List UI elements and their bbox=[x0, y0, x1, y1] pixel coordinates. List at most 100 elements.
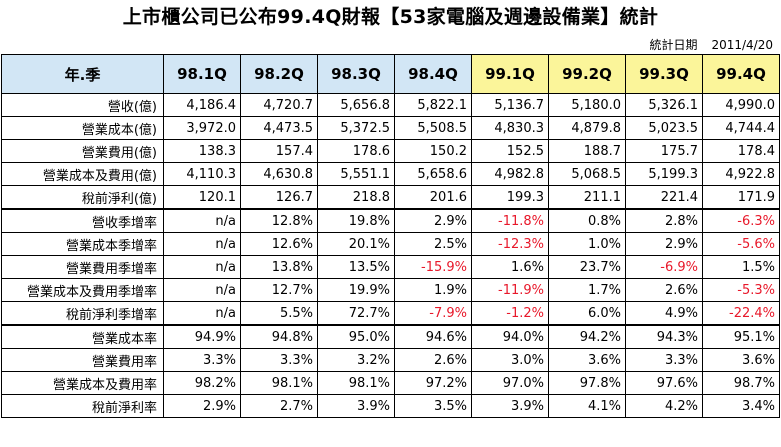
table-row: 營業費用季增率 n/a 13.8% 13.5% -15.9% 1.6% 23.7% -6.9%… bbox=[1, 255, 780, 279]
value-cell: 5,068.5 bbox=[548, 162, 626, 186]
value-cell: 3.9% bbox=[317, 394, 395, 418]
row-label: 營業成本及費用(億) bbox=[1, 162, 164, 186]
value-cell: 5,199.3 bbox=[625, 162, 703, 186]
report-title: 上市櫃公司已公布99.4Q財報【53家電腦及週邊設備業】統計 bbox=[122, 6, 659, 28]
table-row: 營收(億) 4,186.4 4,720.7 5,656.8 5,822.1 5,136.7… bbox=[1, 93, 780, 117]
value-cell: 94.9% bbox=[163, 324, 241, 349]
row-label: 營業成本率 bbox=[1, 324, 164, 349]
value-cell: 4,720.7 bbox=[240, 93, 318, 117]
value-cell: 97.8% bbox=[548, 371, 626, 395]
row-label: 稅前淨利(億) bbox=[1, 185, 164, 210]
header-quarter: 98.3Q bbox=[317, 54, 395, 94]
value-cell: 138.3 bbox=[163, 139, 241, 163]
value-cell: 5,508.5 bbox=[394, 116, 472, 140]
value-cell: -15.9% bbox=[394, 255, 472, 279]
value-cell: 5,372.5 bbox=[317, 116, 395, 140]
value-cell: -6.3% bbox=[702, 208, 780, 233]
value-cell: 5,822.1 bbox=[394, 93, 472, 117]
value-cell: 12.7% bbox=[240, 278, 318, 302]
row-label: 營業費用(億) bbox=[1, 139, 164, 163]
value-cell: 5,136.7 bbox=[471, 93, 549, 117]
value-cell: 3.9% bbox=[471, 394, 549, 418]
value-cell: 4,990.0 bbox=[702, 93, 780, 117]
header-quarter: 99.4Q bbox=[702, 54, 780, 94]
table-row: 稅前淨利率 2.9% 2.7% 3.9% 3.5% 3.9% 4.1% 4.2% 3.4% bbox=[1, 394, 780, 418]
value-cell: 3.3% bbox=[240, 348, 318, 372]
value-cell: 199.3 bbox=[471, 185, 549, 210]
header-row: 年.季 98.1Q 98.2Q 98.3Q 98.4Q 99.1Q 99.2Q … bbox=[1, 54, 780, 94]
row-label: 營業成本及費用季增率 bbox=[1, 278, 164, 302]
header-quarter: 99.3Q bbox=[625, 54, 703, 94]
value-cell: 19.8% bbox=[317, 208, 395, 233]
value-cell: 23.7% bbox=[548, 255, 626, 279]
value-cell: n/a bbox=[163, 278, 241, 302]
row-label: 營業成本及費用率 bbox=[1, 371, 164, 395]
value-cell: 3.3% bbox=[625, 348, 703, 372]
table-row: 稅前淨利季增率 n/a 5.5% 72.7% -7.9% -1.2% 6.0% 4.9% -22… bbox=[1, 301, 780, 326]
value-cell: 1.5% bbox=[702, 255, 780, 279]
value-cell: 20.1% bbox=[317, 232, 395, 256]
value-cell: 72.7% bbox=[317, 301, 395, 326]
value-cell: 98.7% bbox=[702, 371, 780, 395]
value-cell: -22.4% bbox=[702, 301, 780, 326]
value-cell: 4,830.3 bbox=[471, 116, 549, 140]
value-cell: 2.9% bbox=[163, 394, 241, 418]
value-cell: 12.6% bbox=[240, 232, 318, 256]
value-cell: 5,551.1 bbox=[317, 162, 395, 186]
value-cell: 120.1 bbox=[163, 185, 241, 210]
value-cell: 4,186.4 bbox=[163, 93, 241, 117]
value-cell: -6.9% bbox=[625, 255, 703, 279]
stat-date-label: 統計日期 bbox=[649, 38, 698, 52]
value-cell: 5.5% bbox=[240, 301, 318, 326]
value-cell: 4,630.8 bbox=[240, 162, 318, 186]
table-body: 營收(億) 4,186.4 4,720.7 5,656.8 5,822.1 5,136.7… bbox=[1, 93, 780, 418]
table-row: 營業成本季增率 n/a 12.6% 20.1% 2.5% -12.3% 1.0% 2.9% -5… bbox=[1, 232, 780, 256]
value-cell: 5,180.0 bbox=[548, 93, 626, 117]
value-cell: 13.5% bbox=[317, 255, 395, 279]
value-cell: 2.7% bbox=[240, 394, 318, 418]
value-cell: 3.6% bbox=[548, 348, 626, 372]
value-cell: 3.4% bbox=[702, 394, 780, 418]
value-cell: 1.0% bbox=[548, 232, 626, 256]
value-cell: 98.1% bbox=[240, 371, 318, 395]
value-cell: 221.4 bbox=[625, 185, 703, 210]
value-cell: 4,110.3 bbox=[163, 162, 241, 186]
value-cell: 2.6% bbox=[394, 348, 472, 372]
row-label: 營業成本季增率 bbox=[1, 232, 164, 256]
value-cell: 4,744.4 bbox=[702, 116, 780, 140]
value-cell: 171.9 bbox=[702, 185, 780, 210]
value-cell: -1.2% bbox=[471, 301, 549, 326]
value-cell: 95.1% bbox=[702, 324, 780, 349]
value-cell: -7.9% bbox=[394, 301, 472, 326]
value-cell: 4,473.5 bbox=[240, 116, 318, 140]
value-cell: 211.1 bbox=[548, 185, 626, 210]
value-cell: 150.2 bbox=[394, 139, 472, 163]
header-quarter: 99.2Q bbox=[548, 54, 626, 94]
header-quarter: 98.1Q bbox=[163, 54, 241, 94]
stat-date-value: 2011/4/20 bbox=[711, 38, 773, 52]
row-label: 營業費用季增率 bbox=[1, 255, 164, 279]
value-cell: 4.2% bbox=[625, 394, 703, 418]
value-cell: n/a bbox=[163, 301, 241, 326]
value-cell: 5,656.8 bbox=[317, 93, 395, 117]
value-cell: 97.6% bbox=[625, 371, 703, 395]
value-cell: 2.9% bbox=[625, 232, 703, 256]
value-cell: 94.6% bbox=[394, 324, 472, 349]
value-cell: 3.2% bbox=[317, 348, 395, 372]
value-cell: 19.9% bbox=[317, 278, 395, 302]
stat-date: 統計日期 2011/4/20 bbox=[649, 36, 773, 53]
value-cell: 0.8% bbox=[548, 208, 626, 233]
value-cell: -11.8% bbox=[471, 208, 549, 233]
value-cell: 218.8 bbox=[317, 185, 395, 210]
row-label: 營業成本(億) bbox=[1, 116, 164, 140]
value-cell: 13.8% bbox=[240, 255, 318, 279]
value-cell: 97.0% bbox=[471, 371, 549, 395]
row-label: 稅前淨利季增率 bbox=[1, 301, 164, 326]
row-label: 營收季增率 bbox=[1, 208, 164, 233]
value-cell: 3.0% bbox=[471, 348, 549, 372]
financial-stats-table: 年.季 98.1Q 98.2Q 98.3Q 98.4Q 99.1Q 99.2Q … bbox=[1, 54, 780, 418]
value-cell: 178.4 bbox=[702, 139, 780, 163]
value-cell: n/a bbox=[163, 255, 241, 279]
table-row: 營業成本及費用率 98.2% 98.1% 98.1% 97.2% 97.0% 97.8% 97… bbox=[1, 371, 780, 395]
value-cell: 98.2% bbox=[163, 371, 241, 395]
